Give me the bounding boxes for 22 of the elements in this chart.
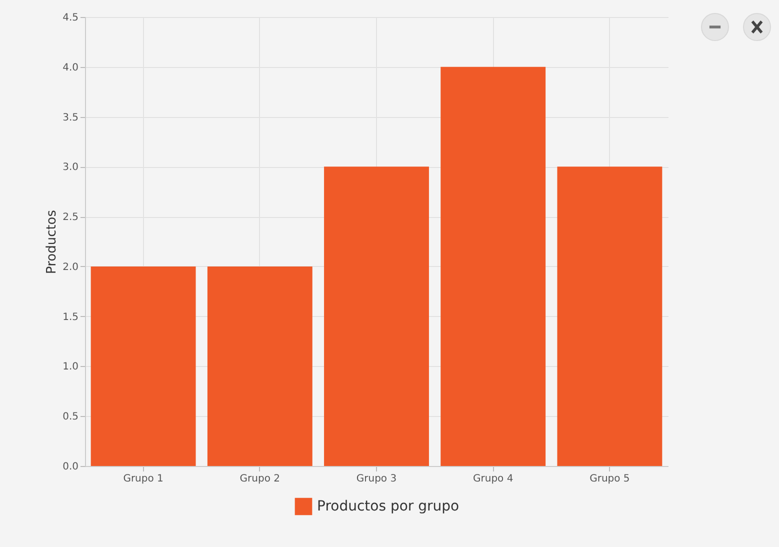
y-tick-label: 0.5 bbox=[62, 412, 78, 423]
y-tick-label: 0.0 bbox=[62, 462, 78, 472]
y-tick-label: 2.5 bbox=[62, 212, 78, 224]
y-tick-label: 4.5 bbox=[62, 12, 78, 24]
bar bbox=[557, 166, 662, 466]
x-tick-label: Grupo 2 bbox=[240, 474, 280, 484]
y-tick-label: 1.0 bbox=[62, 362, 78, 373]
x-tick-label: Grupo 3 bbox=[356, 474, 397, 484]
legend-label: Productos por grupo bbox=[317, 498, 460, 514]
bar bbox=[440, 66, 546, 466]
bar bbox=[207, 266, 312, 466]
y-tick-label: 4.0 bbox=[62, 62, 78, 74]
y-tick-label: 1.5 bbox=[62, 312, 78, 323]
y-tick-label: 3.5 bbox=[62, 112, 78, 124]
y-axis-title: Productos bbox=[44, 210, 60, 274]
x-tick-label: Grupo 4 bbox=[472, 474, 514, 484]
y-tick-label: 2.0 bbox=[62, 262, 78, 273]
x-tick-label: Grupo 1 bbox=[123, 474, 164, 484]
y-tick-label: 3.0 bbox=[62, 162, 78, 174]
bar bbox=[324, 166, 429, 466]
x-tick-label: Grupo 5 bbox=[590, 474, 630, 484]
bar bbox=[90, 266, 196, 466]
